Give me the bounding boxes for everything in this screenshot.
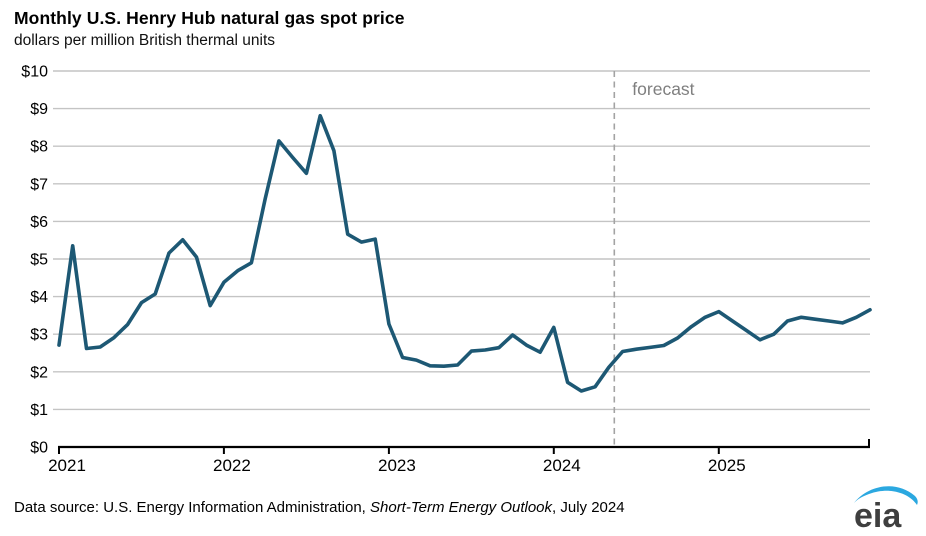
x-tick-label: 2022 xyxy=(213,456,251,475)
chart-subtitle: dollars per million British thermal unit… xyxy=(14,32,276,49)
x-tick-label: 2025 xyxy=(708,456,746,475)
x-tick-label: 2023 xyxy=(378,456,416,475)
y-tick-label: $6 xyxy=(30,214,48,231)
eia-logo-text: eia xyxy=(854,497,902,534)
eia-logo: eia xyxy=(851,482,923,536)
y-tick-label: $3 xyxy=(30,327,48,344)
x-tick-label: 2021 xyxy=(48,456,86,475)
eia-logo-swoosh-icon xyxy=(854,486,918,505)
y-tick-label: $2 xyxy=(30,364,48,381)
x-tick-label: 2024 xyxy=(543,456,581,475)
source-publication: Short-Term Energy Outlook xyxy=(370,499,553,516)
source-suffix: , July 2024 xyxy=(552,499,625,516)
y-tick-label: $5 xyxy=(30,252,48,269)
data-source-note: Data source: U.S. Energy Information Adm… xyxy=(14,499,625,516)
y-tick-label: $0 xyxy=(30,440,48,457)
y-tick-label: $8 xyxy=(30,139,48,156)
source-prefix: Data source: U.S. Energy Information Adm… xyxy=(14,499,370,516)
y-tick-label: $7 xyxy=(30,176,48,193)
y-tick-label: $4 xyxy=(30,289,48,306)
y-tick-label: $10 xyxy=(21,64,48,81)
forecast-label: forecast xyxy=(632,79,694,99)
y-tick-label: $9 xyxy=(30,101,48,118)
price-line xyxy=(57,113,872,393)
chart-title: Monthly U.S. Henry Hub natural gas spot … xyxy=(14,8,405,28)
y-tick-label: $1 xyxy=(30,402,48,419)
